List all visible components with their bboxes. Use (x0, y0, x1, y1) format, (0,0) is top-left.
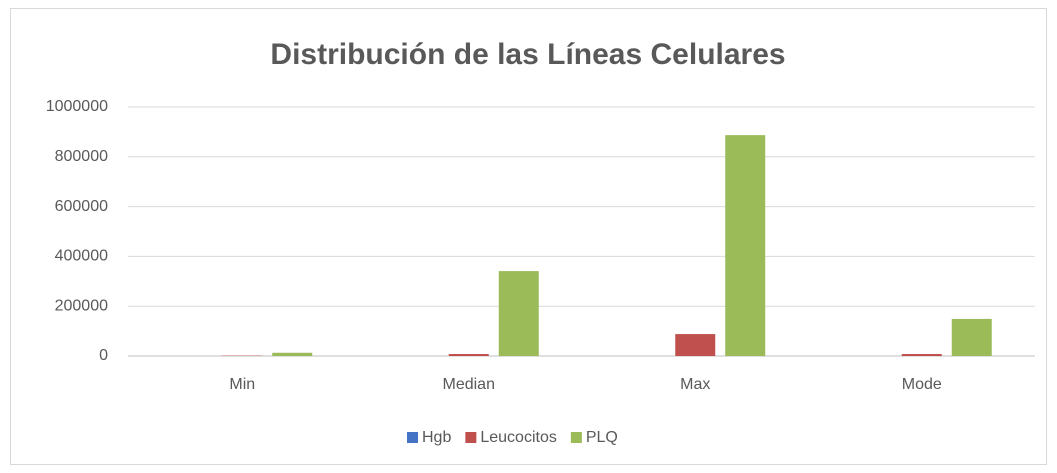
legend-label: Leucocitos (480, 429, 557, 446)
y-tick-label: 200000 (55, 297, 108, 314)
y-tick-label: 800000 (55, 148, 108, 165)
bar (448, 354, 489, 356)
x-tick-label: Max (680, 376, 710, 393)
bar (951, 318, 992, 356)
bar (901, 354, 942, 356)
y-tick-label: 1000000 (46, 98, 108, 115)
chart-border (10, 8, 1047, 465)
bar (725, 135, 766, 356)
x-tick-label: Min (229, 376, 255, 393)
x-tick-label: Mode (902, 376, 942, 393)
y-tick-label: 0 (99, 347, 108, 364)
legend-label: PLQ (586, 429, 618, 446)
bar (498, 271, 539, 356)
bar (272, 352, 313, 356)
legend-swatch (570, 432, 582, 443)
y-tick-label: 400000 (55, 248, 108, 265)
legend-swatch (465, 432, 477, 443)
bar (675, 334, 716, 356)
x-tick-label: Median (443, 376, 495, 393)
y-tick-label: 600000 (55, 198, 108, 215)
legend-label: Hgb (422, 429, 451, 446)
legend-swatch (407, 432, 418, 443)
chart-title: Distribución de las Líneas Celulares (270, 38, 785, 71)
